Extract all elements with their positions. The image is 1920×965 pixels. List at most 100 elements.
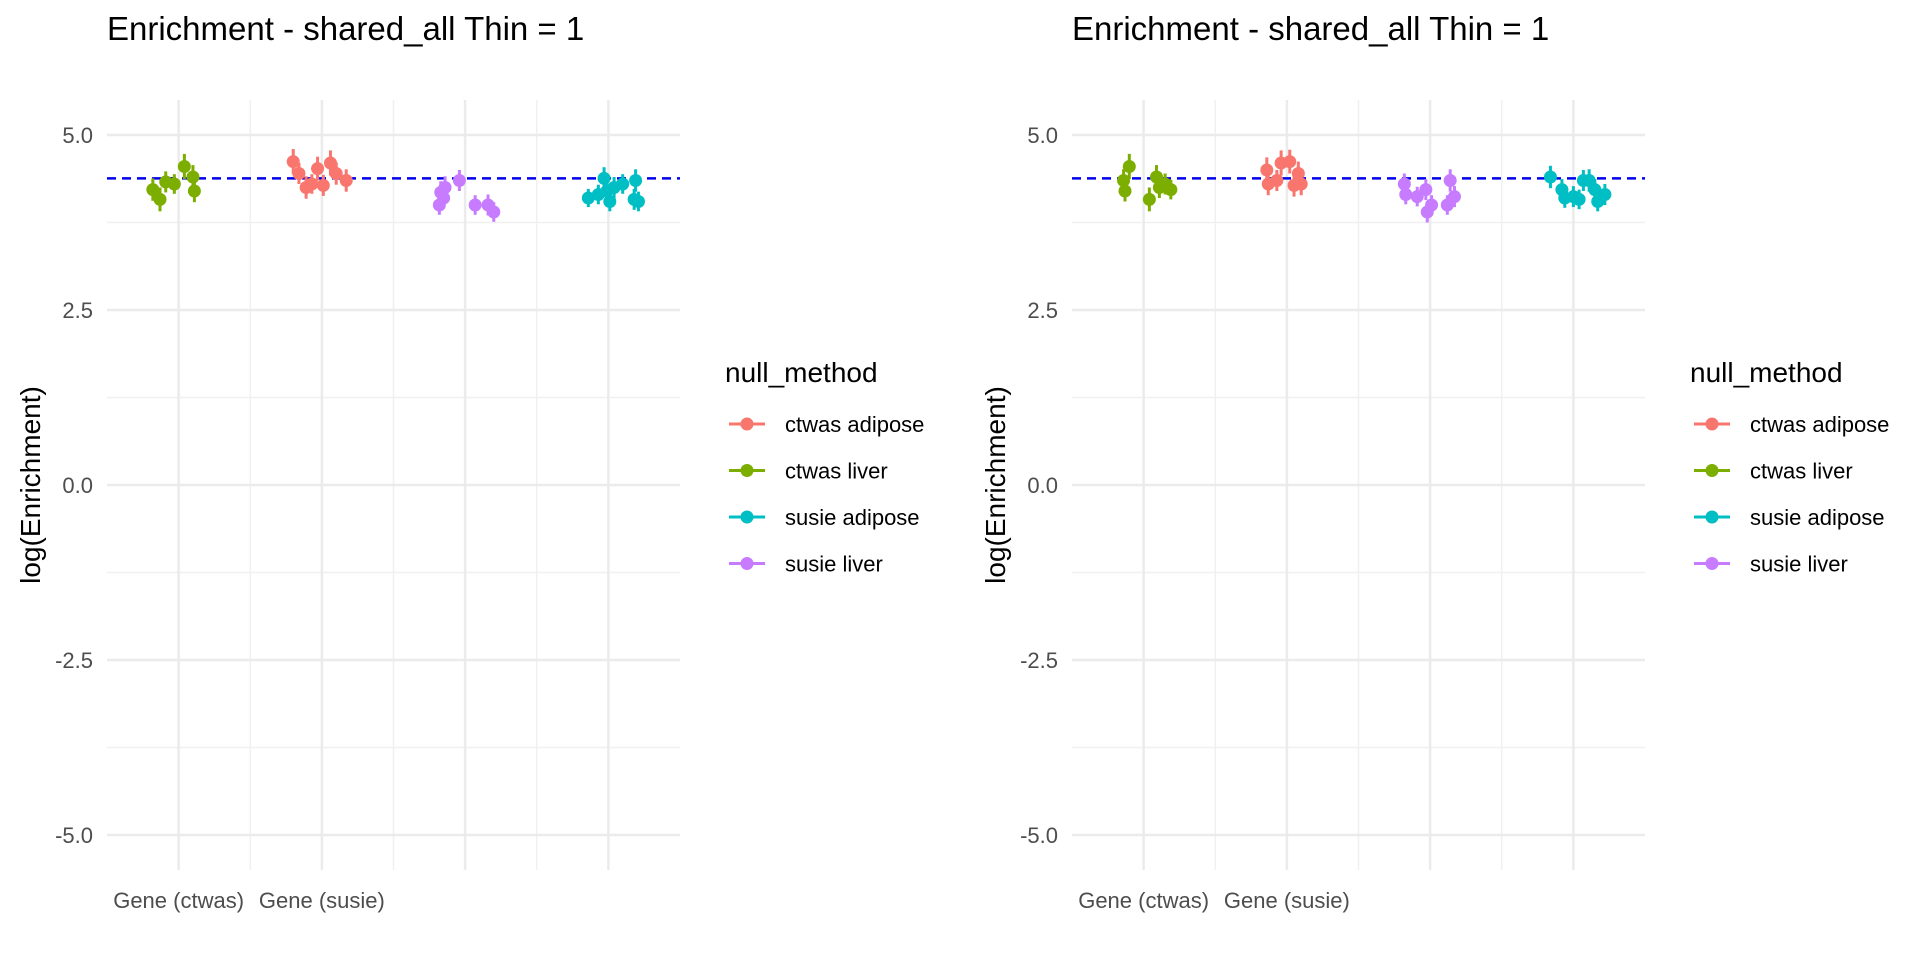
y-axis-label: log(Enrichment) [980, 386, 1011, 584]
legend-label: susie liver [1750, 552, 1848, 577]
y-tick-label: -2.5 [55, 648, 93, 673]
legend-item: susie adipose [1694, 505, 1885, 530]
chart-panel-1: 5.0 2.5 0.0 -2.5 -5.0 Gene (ctwas) Gene (susie… [15, 10, 924, 913]
legend-key-point [740, 417, 754, 431]
legend-label: susie adipose [1750, 505, 1885, 530]
x-tick-label: Gene (ctwas) [1078, 888, 1209, 913]
x-tick-label: Gene (susie) [1224, 888, 1350, 913]
legend-key-point [740, 464, 754, 477]
data-point [1397, 177, 1411, 191]
legend-label: ctwas adipose [785, 412, 924, 437]
legend-title: null_method [1690, 357, 1843, 388]
x-tick-label: Gene (susie) [259, 888, 385, 913]
chart-panel-2: 5.0 2.5 0.0 -2.5 -5.0 Gene (ctwas) Gene (susie… [980, 10, 1889, 913]
legend-item: ctwas adipose [1694, 412, 1889, 437]
data-point [187, 184, 201, 198]
data-point [452, 174, 466, 187]
data-point [177, 160, 191, 173]
legend-item: susie liver [729, 552, 883, 577]
legend-label: susie adipose [785, 505, 920, 530]
data-point [292, 167, 306, 180]
data-point [146, 183, 160, 197]
data-point [438, 181, 452, 194]
series-ctwas-adipose [1260, 149, 1308, 197]
data-point [616, 177, 630, 191]
series-susie-adipose [1543, 165, 1612, 212]
chart-title: Enrichment - shared_all Thin = 1 [107, 10, 584, 47]
series-susie-liver [1397, 169, 1461, 223]
data-point [468, 198, 482, 212]
data-point [323, 156, 337, 170]
data-point [1443, 174, 1457, 187]
data-point [1294, 177, 1308, 191]
data-point [339, 174, 353, 187]
legend-key-point [740, 510, 754, 524]
data-point [1447, 190, 1461, 204]
legend-label: ctwas adipose [1750, 412, 1889, 437]
y-tick-label: 5.0 [62, 123, 93, 148]
y-tick-label: 0.0 [62, 473, 93, 498]
data-point [1572, 192, 1586, 206]
y-axis-label: log(Enrichment) [15, 386, 46, 584]
data-point [1270, 174, 1284, 187]
data-point [329, 167, 343, 180]
legend-item: ctwas adipose [729, 412, 924, 437]
y-tick-label: -5.0 [1020, 823, 1058, 848]
data-point [1419, 183, 1433, 197]
data-point [597, 171, 611, 185]
data-point [1399, 188, 1413, 201]
series-ctwas-adipose [286, 149, 353, 199]
data-point [1118, 184, 1132, 198]
data-point [167, 177, 181, 191]
legend-key-point [1705, 417, 1719, 431]
data-point [305, 177, 319, 191]
y-tick-label: -5.0 [55, 823, 93, 848]
series-ctwas-liver [1117, 153, 1178, 212]
data-point [1122, 160, 1136, 173]
data-point [581, 191, 595, 205]
legend-item: ctwas liver [1694, 459, 1853, 484]
legend-key-point [1705, 557, 1719, 570]
data-point [153, 192, 167, 206]
data-point [631, 195, 645, 208]
data-point [286, 155, 300, 169]
data-point [311, 162, 325, 176]
legend-item: ctwas liver [729, 459, 888, 484]
y-tick-label: 2.5 [1027, 298, 1058, 323]
data-point [629, 174, 643, 187]
data-point [1164, 183, 1178, 197]
legend-label: ctwas liver [1750, 459, 1853, 484]
y-tick-label: 0.0 [1027, 473, 1058, 498]
series-susie-adipose [581, 167, 645, 212]
data-point [316, 178, 330, 192]
data-point [603, 195, 617, 208]
chart-title: Enrichment - shared_all Thin = 1 [1072, 10, 1549, 47]
legend-key-point [740, 557, 754, 570]
data-point [487, 205, 501, 219]
x-tick-label: Gene (ctwas) [113, 888, 244, 913]
legend-key-point [1705, 464, 1719, 477]
y-tick-label: 5.0 [1027, 123, 1058, 148]
data-point [186, 170, 200, 184]
data-point [1142, 192, 1156, 206]
series-susie-liver [432, 170, 501, 222]
data-point [1410, 190, 1424, 204]
legend-item: susie liver [1694, 552, 1848, 577]
legend-item: susie adipose [729, 505, 920, 530]
y-tick-label: 2.5 [62, 298, 93, 323]
legend-key-point [1705, 510, 1719, 524]
data-point [1598, 188, 1612, 201]
series-ctwas-liver [146, 153, 201, 212]
data-point [1283, 155, 1297, 169]
y-tick-label: -2.5 [1020, 648, 1058, 673]
legend-label: ctwas liver [785, 459, 888, 484]
legend-title: null_method [725, 357, 878, 388]
legend-label: susie liver [785, 552, 883, 577]
data-point [1543, 170, 1557, 184]
data-point [1260, 163, 1274, 177]
data-point [1425, 198, 1439, 212]
